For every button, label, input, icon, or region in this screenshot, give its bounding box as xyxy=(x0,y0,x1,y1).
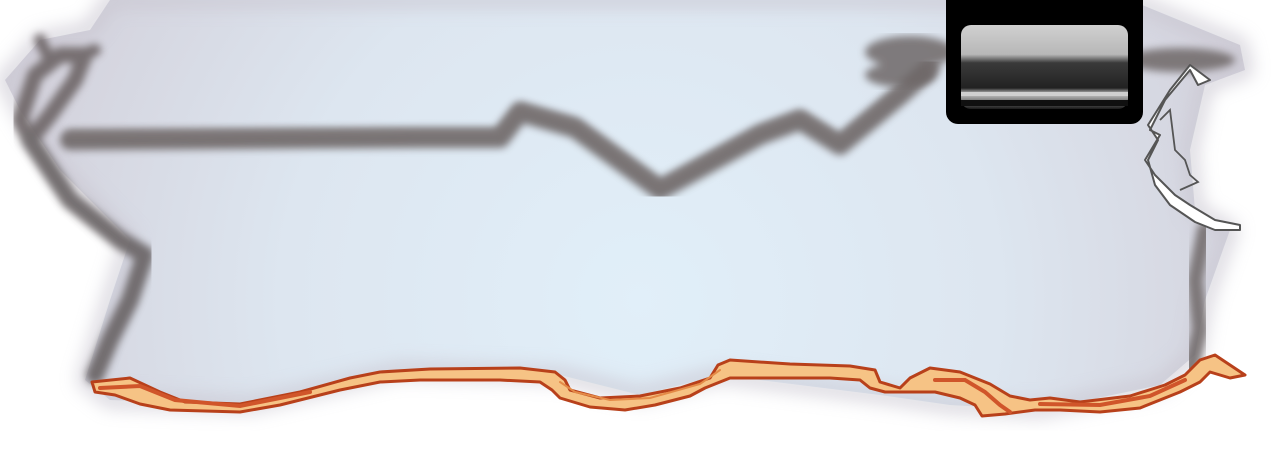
right-smudge xyxy=(1182,222,1213,378)
top-right-smudge xyxy=(865,36,1235,87)
bottom-trim xyxy=(90,353,1247,418)
torn-paper-edge-icon xyxy=(1144,64,1241,231)
empty-slot-tab-icon[interactable] xyxy=(946,0,1143,124)
left-smudge xyxy=(12,34,154,384)
panel-body xyxy=(5,0,1245,410)
zigzag-smudge-highlight xyxy=(66,86,904,189)
